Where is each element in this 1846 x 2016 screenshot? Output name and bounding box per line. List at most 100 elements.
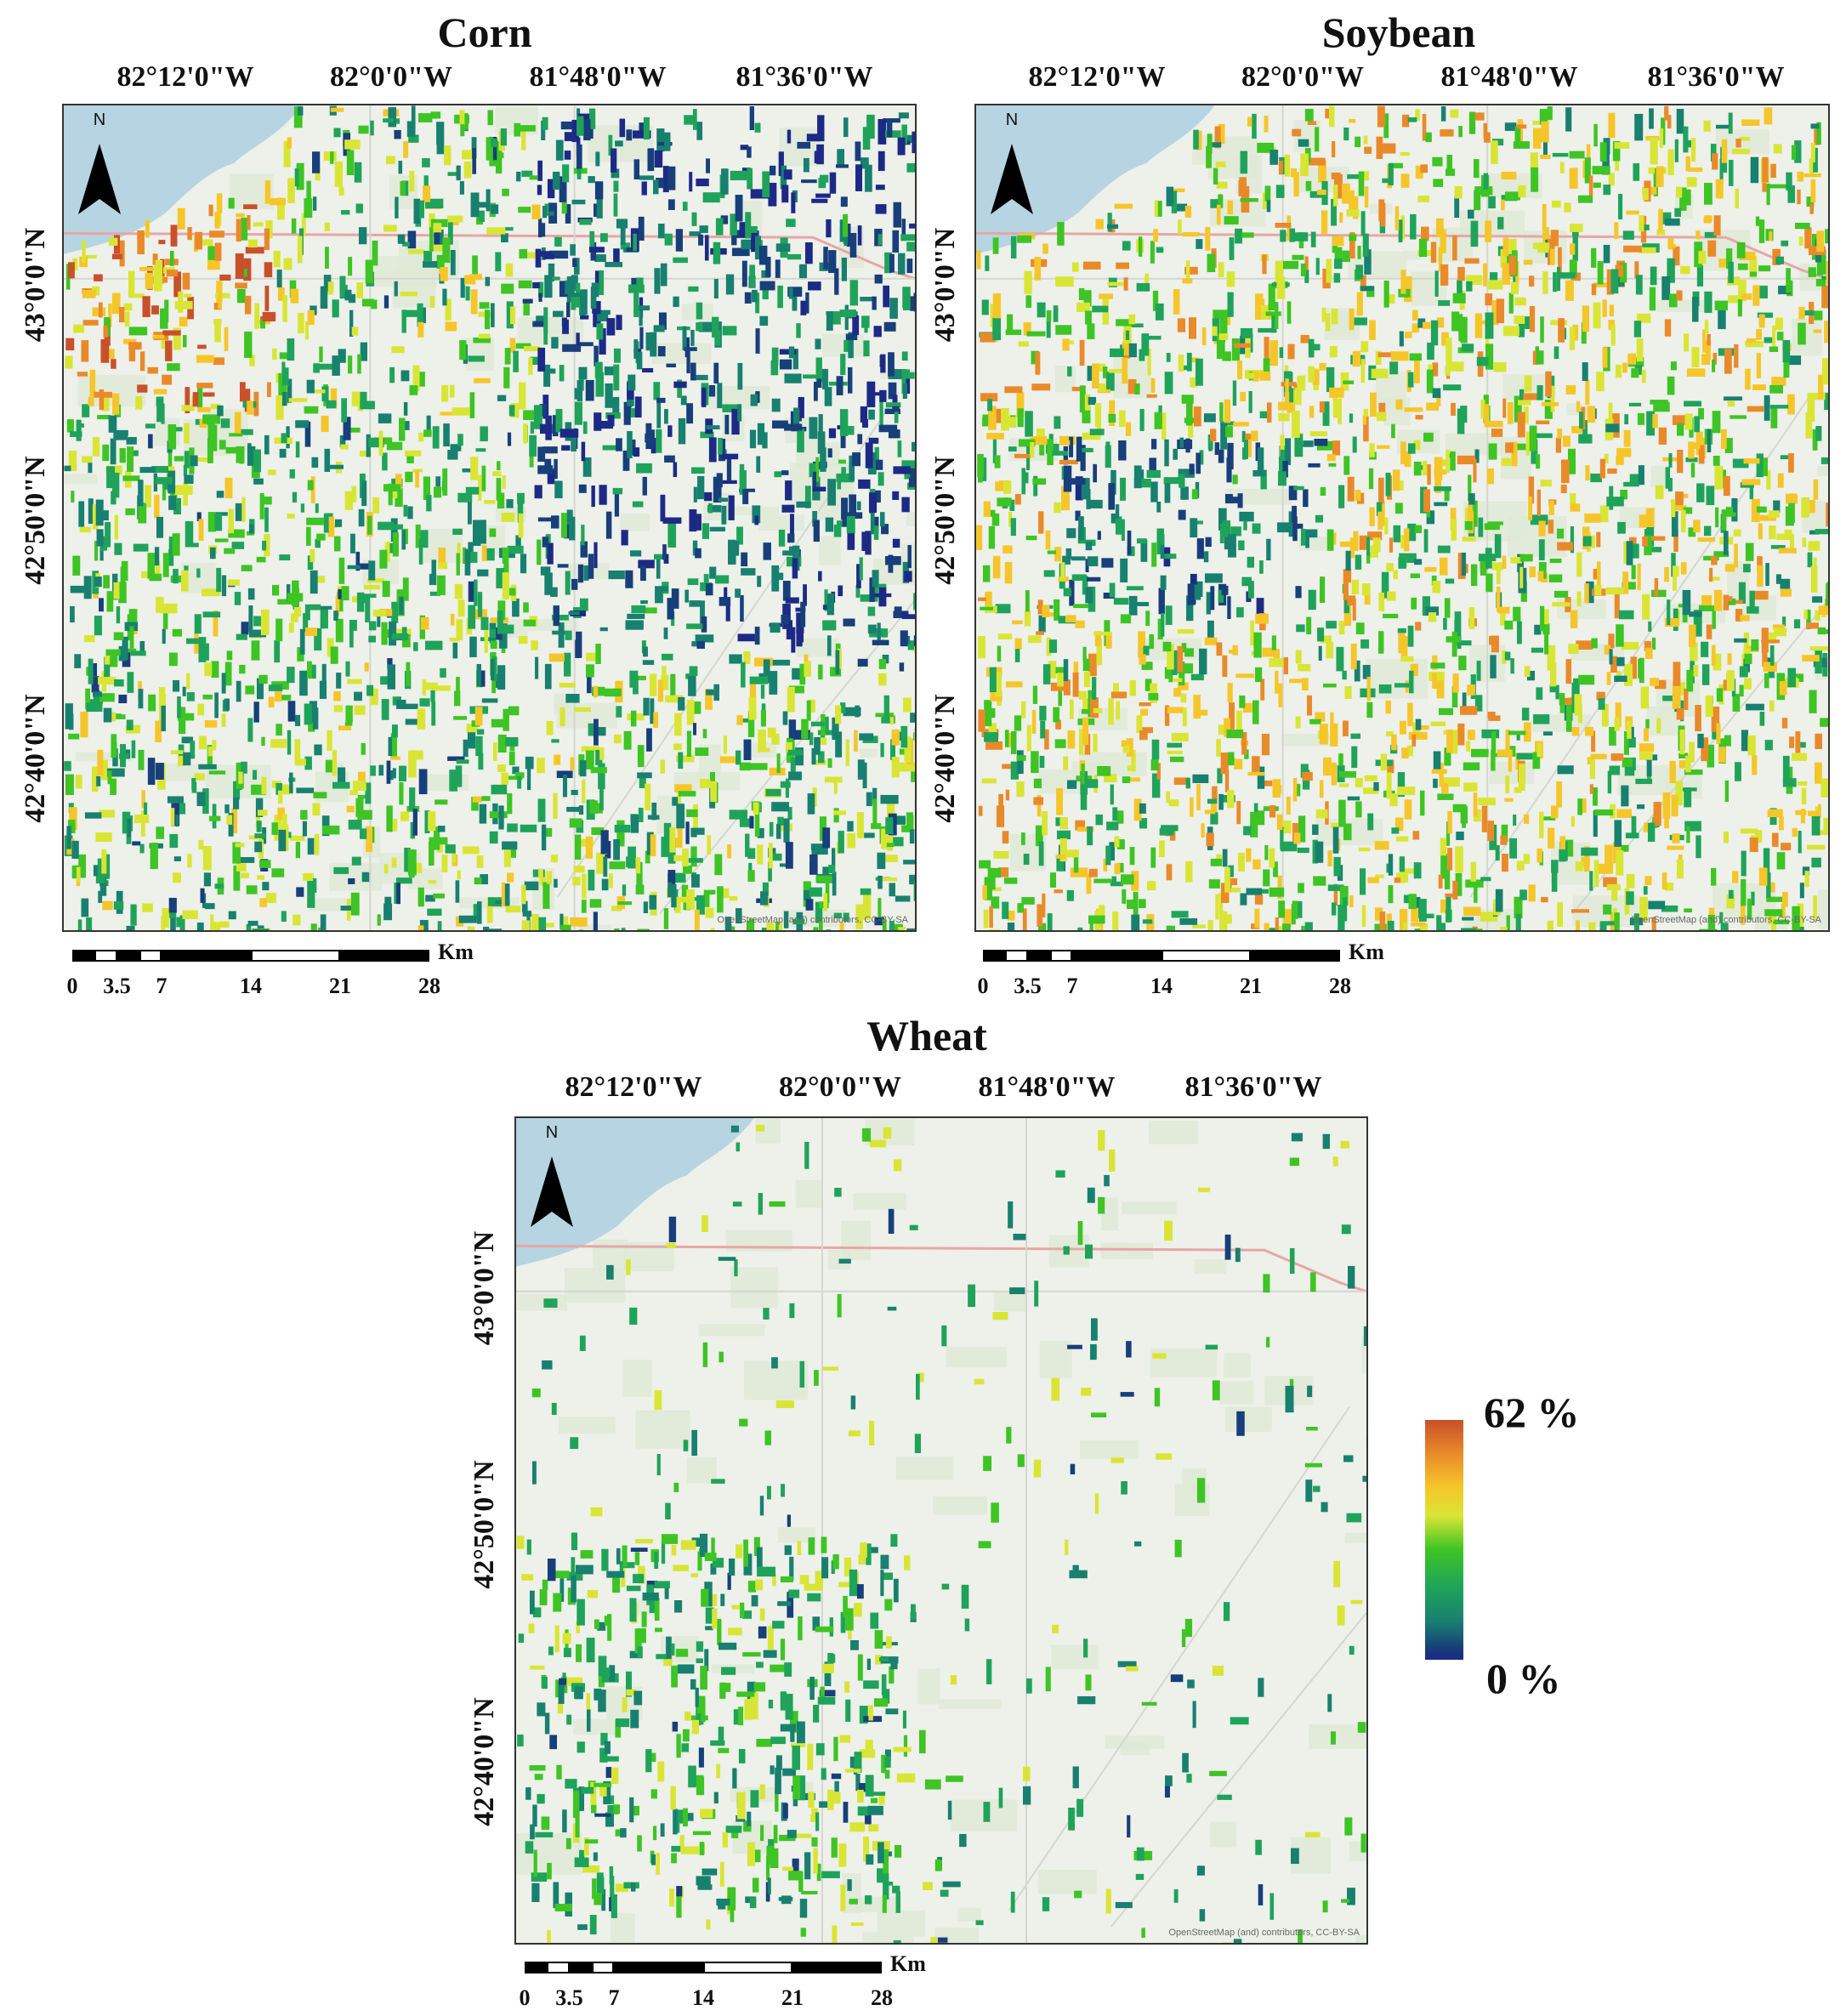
crop-field <box>639 310 643 327</box>
crop-field <box>1763 848 1770 874</box>
crop-field <box>832 872 837 896</box>
crop-field <box>1247 116 1252 127</box>
crop-field <box>1224 718 1230 737</box>
crop-field <box>588 176 595 184</box>
crop-field <box>260 609 270 636</box>
crop-field <box>287 593 304 602</box>
crop-field <box>588 247 605 253</box>
crop-field <box>1440 923 1446 930</box>
crop-field <box>1740 900 1746 925</box>
crop-field <box>502 475 506 490</box>
crop-field <box>616 706 622 718</box>
crop-field <box>310 923 317 930</box>
crop-field <box>1342 183 1350 204</box>
crop-field <box>1704 291 1713 313</box>
crop-field <box>901 124 907 145</box>
crop-field <box>1786 355 1802 366</box>
crop-field <box>677 821 683 849</box>
crop-field <box>875 490 881 503</box>
crop-field <box>1374 907 1383 921</box>
crop-field <box>749 763 768 770</box>
crop-field <box>1734 543 1738 568</box>
crop-field <box>348 257 353 276</box>
crop-field <box>1056 830 1071 840</box>
crop-field <box>605 262 623 268</box>
crop-field <box>1398 557 1406 569</box>
crop-field <box>736 715 743 725</box>
crop-field <box>1547 920 1554 930</box>
crop-field <box>1085 541 1093 551</box>
crop-field <box>394 281 398 297</box>
crop-field <box>1099 383 1106 392</box>
crop-field <box>771 565 780 592</box>
crop-field <box>214 513 223 531</box>
crop-field <box>1615 844 1629 852</box>
crop-field <box>1596 531 1601 548</box>
crop-field <box>1466 281 1473 292</box>
crop-field <box>459 110 465 126</box>
crop-field <box>898 927 906 930</box>
crop-field <box>383 903 393 921</box>
crop-field <box>568 516 576 541</box>
crop-field <box>579 219 592 225</box>
crop-field <box>1668 293 1678 308</box>
crop-field <box>1224 315 1231 326</box>
crop-field <box>492 471 502 477</box>
crop-field <box>1810 565 1818 593</box>
crop-field <box>1079 339 1085 366</box>
crop-field <box>625 620 644 630</box>
crop-field <box>1050 682 1069 691</box>
crop-field <box>1331 308 1338 325</box>
crop-field <box>1536 687 1543 700</box>
crop-field <box>1505 729 1510 755</box>
soybean-map[interactable]: N OpenStreetMap (and) contributors, CC-BY… <box>974 104 1830 932</box>
crop-field <box>447 449 458 460</box>
crop-field <box>202 694 213 700</box>
crop-field <box>1491 749 1496 771</box>
panel-title: Soybean <box>1321 9 1476 56</box>
crop-field <box>1690 642 1698 662</box>
crop-field <box>66 419 74 433</box>
corn-map[interactable]: N OpenStreetMap (and) contributors, CC-BY… <box>62 104 917 932</box>
crop-field <box>582 873 587 900</box>
crop-field <box>1054 416 1061 429</box>
crop-field <box>827 758 832 769</box>
crop-field <box>587 676 592 694</box>
crop-field <box>383 118 395 123</box>
crop-field <box>98 677 116 685</box>
crop-field <box>1043 570 1055 577</box>
crop-field <box>1593 569 1598 580</box>
crop-field <box>1584 726 1593 736</box>
crop-field <box>339 284 348 299</box>
crop-field <box>866 381 876 407</box>
crop-field <box>1616 656 1625 667</box>
crop-field <box>1088 915 1105 924</box>
crop-field <box>149 573 162 582</box>
crop-field <box>1141 662 1153 670</box>
crop-field <box>194 773 205 781</box>
crop-field <box>878 875 883 889</box>
crop-field <box>1326 366 1335 393</box>
crop-field <box>681 884 689 900</box>
crop-field <box>1445 365 1451 376</box>
crop-field <box>1109 400 1116 426</box>
crop-field <box>880 742 884 758</box>
crop-field <box>653 179 659 195</box>
crop-field <box>1333 273 1341 283</box>
crop-field <box>868 409 875 420</box>
crop-field <box>1591 638 1598 649</box>
crop-field <box>239 451 244 464</box>
crop-field <box>1142 919 1153 924</box>
crop-field <box>336 673 342 689</box>
crop-field <box>401 627 407 641</box>
crop-field <box>878 424 898 433</box>
crop-field <box>1726 670 1735 691</box>
crop-field <box>655 586 663 604</box>
crop-field <box>1164 667 1169 679</box>
crop-field <box>1410 573 1420 578</box>
crop-field <box>1171 732 1189 741</box>
lon-label: 82°0'0"W <box>330 61 452 93</box>
crop-field <box>1171 911 1189 918</box>
crop-field <box>857 658 868 667</box>
crop-field <box>486 906 493 918</box>
